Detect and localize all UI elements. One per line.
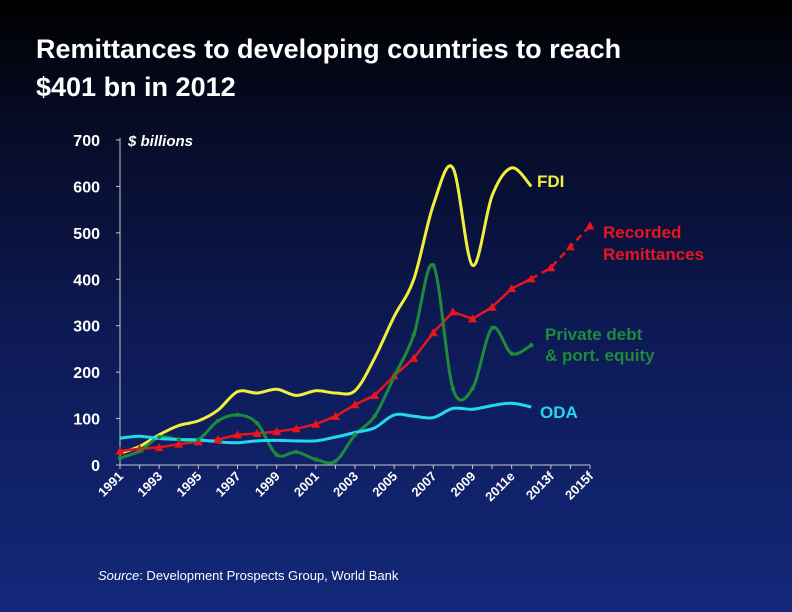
private-debt-label-line-2: & port. equity [545, 346, 655, 365]
private-debt-marker [254, 421, 260, 426]
x-tick-label: 2001 [291, 469, 322, 500]
remittances-marker [546, 263, 556, 272]
remittances-marker [526, 274, 536, 283]
private-debt-marker [137, 448, 142, 454]
private-debt-marker [333, 459, 338, 464]
y-tick-label: 700 [73, 133, 100, 150]
remittances-marker [487, 302, 497, 311]
private-debt-marker [489, 325, 495, 331]
chart-axes [116, 138, 591, 469]
private-debt-marker [411, 332, 416, 338]
x-tick-label: 2009 [448, 469, 479, 500]
private-debt-marker [470, 386, 475, 391]
private-debt-marker [352, 432, 358, 438]
chart-series-lines [119, 164, 591, 465]
source-label: Source [98, 568, 140, 583]
y-tick-label: 600 [73, 179, 100, 196]
remittances-label-line-2: Remittances [603, 245, 704, 264]
remittances-marker [233, 430, 242, 439]
remittances-marker [409, 353, 419, 362]
oda-label: ODA [540, 403, 578, 422]
chart-series-markers [115, 221, 595, 464]
remittances-forecast-line [530, 225, 591, 280]
private-debt-marker [117, 455, 123, 461]
remittances-marker [213, 434, 223, 444]
remittances-marker [350, 400, 360, 409]
remittances-marker [311, 419, 321, 428]
fdi-series-line [119, 164, 533, 455]
remittances-marker [330, 411, 340, 420]
x-tick-label: 2003 [330, 469, 361, 500]
remittances-marker [291, 424, 301, 433]
remittances-marker [585, 221, 595, 230]
private-debt-marker [313, 457, 319, 462]
private-debt-marker [235, 412, 240, 418]
y-tick-label: 100 [73, 412, 100, 429]
private-debt-marker [372, 414, 377, 419]
y-tick-label: 300 [73, 319, 100, 336]
remittances-marker [468, 314, 477, 323]
source-note: Source: Development Prospects Group, Wor… [98, 568, 398, 583]
private-debt-marker [450, 386, 456, 391]
remittances-marker [272, 427, 282, 436]
remittances-marker [448, 307, 458, 316]
x-tick-label: 1993 [134, 469, 165, 500]
remittances-marker [252, 428, 262, 438]
oda-series-line [119, 401, 532, 445]
private-debt-marker [274, 452, 279, 457]
private-debt-marker [176, 437, 181, 442]
remittances-marker [154, 442, 164, 451]
private-debt-marker [215, 418, 221, 424]
private-debt-series-line [119, 263, 533, 465]
remittances-marker [115, 446, 125, 455]
chart-series-labels: FDI Recorded Remittances Private debt & port… [537, 172, 704, 422]
private-debt-marker [294, 449, 299, 455]
y-tick-label: 500 [73, 226, 100, 243]
title-line-1: Remittances to developing countries to r… [36, 34, 622, 64]
y-unit-label: $ billions [127, 133, 193, 150]
y-tick-label: 400 [73, 272, 100, 289]
remittances-marker [565, 242, 575, 251]
remittances-marker [428, 328, 438, 337]
remittances-recorded-line [119, 277, 532, 453]
private-debt-label-line-1: Private debt [545, 325, 643, 344]
x-tick-label: 1999 [252, 469, 283, 500]
x-tick-label: 2007 [408, 469, 439, 500]
x-tick-label: 2015f [562, 468, 597, 503]
remittances-marker [135, 444, 145, 453]
x-tick-label: 1995 [173, 469, 204, 500]
x-tick-label: 2005 [369, 469, 400, 500]
slide-title: Remittances to developing countries to r… [36, 30, 776, 106]
private-debt-marker [156, 434, 162, 440]
remittances-marker [174, 439, 184, 448]
remittances-marker [507, 284, 517, 293]
remittances-label-line-1: Recorded [603, 223, 681, 242]
private-debt-marker [391, 374, 397, 379]
private-debt-marker [431, 263, 436, 268]
remittances-marker [370, 390, 380, 399]
source-text: : Development Prospects Group, World Ban… [139, 568, 399, 583]
private-debt-marker [196, 437, 201, 442]
private-debt-marker [529, 343, 534, 348]
x-tick-label: 2013f [523, 468, 558, 503]
fdi-label: FDI [537, 172, 564, 191]
private-debt-marker [509, 351, 514, 356]
title-line-2: $401 bn in 2012 [36, 72, 236, 102]
x-tick-label: 2011e [482, 469, 518, 505]
x-tick-label: 1997 [213, 469, 244, 500]
y-tick-label: 200 [73, 365, 100, 382]
y-tick-label: 0 [91, 458, 100, 475]
